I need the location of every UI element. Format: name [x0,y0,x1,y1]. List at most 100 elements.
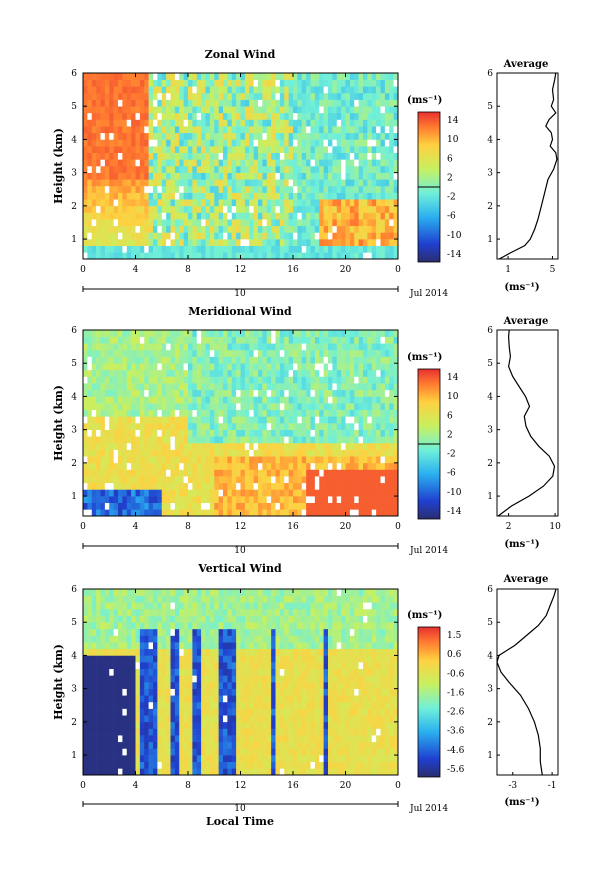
heatmap-cell [240,205,246,213]
heatmap-cell [153,73,158,80]
heatmap-cell [148,146,154,154]
heatmap-cell [179,179,184,187]
heatmap-cell [223,106,228,114]
heatmap-cell [179,721,184,729]
heatmap-cell [170,232,176,240]
heatmap-cell [297,139,303,147]
heatmap-cell [253,356,259,364]
heatmap-cell [354,86,359,94]
heatmap-cell [227,356,233,364]
y-tick-label: 2 [71,202,77,212]
heatmap-cell [380,232,386,240]
average-title: Average [503,316,549,327]
heatmap-cell [170,112,176,120]
heatmap-cell [131,668,136,676]
heatmap-cell [144,628,149,636]
heatmap-cell [297,112,303,120]
heatmap-cell [196,755,202,763]
heatmap-cell [192,369,198,377]
heatmap-cell [161,589,167,596]
heatmap-cell [253,245,259,253]
heatmap-cell [100,589,106,596]
heatmap-cell [371,423,377,430]
heatmap-cell [126,589,132,596]
heatmap-cell [236,192,241,200]
heatmap-cell [179,199,184,207]
heatmap-cell [314,219,320,227]
heatmap-cell [293,343,298,351]
heatmap-cell [196,239,202,247]
heatmap-cell [139,662,145,670]
heatmap-cell [336,232,342,240]
heatmap-cell [118,349,123,357]
heatmap-cell [166,239,171,247]
heatmap-cell [244,86,250,94]
heatmap-cell [100,628,106,636]
heatmap-cell [153,642,158,650]
heatmap-cell [358,225,364,233]
heatmap-cell [332,112,338,120]
heatmap-cell [135,369,141,377]
heatmap-cell [87,172,93,180]
heatmap-cell [131,106,136,114]
heatmap-cell [363,106,368,114]
heatmap-cell [157,199,163,207]
heatmap-cell [201,502,206,510]
heatmap-cell [262,239,268,247]
heatmap-cell [131,642,136,650]
heatmap-cell [240,199,246,207]
heatmap-cell [358,73,364,80]
heatmap-cell [227,252,233,260]
heatmap-cell [218,79,224,87]
heatmap-cell [83,648,88,656]
heatmap-cell [174,112,180,120]
heatmap-cell [323,396,329,404]
heatmap-cell [100,349,106,357]
heatmap-cell [183,429,189,437]
heatmap-cell [148,449,154,457]
heatmap-cell [100,112,106,120]
heatmap-cell [109,409,114,417]
heatmap-cell [174,166,180,173]
heatmap-cell [349,482,355,490]
heatmap-cell [179,343,184,351]
heatmap-cell [231,396,237,404]
heatmap-cell [170,701,176,709]
heatmap-cell [131,721,136,729]
heatmap-cell [188,476,193,484]
heatmap-cell [288,363,294,371]
heatmap-cell [109,768,114,776]
heatmap-cell [288,212,294,220]
heatmap-cell [144,502,149,510]
heatmap-cell [170,721,176,729]
heatmap-cell [166,172,171,180]
heatmap-cell [157,429,163,437]
heatmap-cell [293,92,298,100]
heatmap-cell [144,655,149,663]
heatmap-cell [231,416,237,424]
heatmap-cell [192,389,198,397]
heatmap-cell [279,409,285,417]
heatmap-cell [183,436,189,444]
heatmap-cell [209,456,215,464]
heatmap-cell [188,192,193,200]
heatmap-cell [91,166,97,173]
heatmap-cell [253,199,259,207]
heatmap-cell [104,205,110,213]
heatmap-cell [345,336,351,344]
heatmap-cell [231,146,237,154]
heatmap-cell [380,212,386,220]
heatmap-cell [183,469,189,477]
heatmap-cell [104,602,110,610]
heatmap-cell [100,595,106,603]
heatmap-cell [144,416,149,424]
heatmap-cell [188,595,193,603]
heatmap-cell [135,252,141,260]
panel-title: Meridional Wind [188,305,292,318]
heatmap-cell [275,462,281,470]
heatmap-cell [223,449,228,457]
heatmap-cell [380,336,386,344]
heatmap-cell [109,396,114,404]
heatmap-cell [196,363,202,371]
heatmap-cell [100,695,106,703]
